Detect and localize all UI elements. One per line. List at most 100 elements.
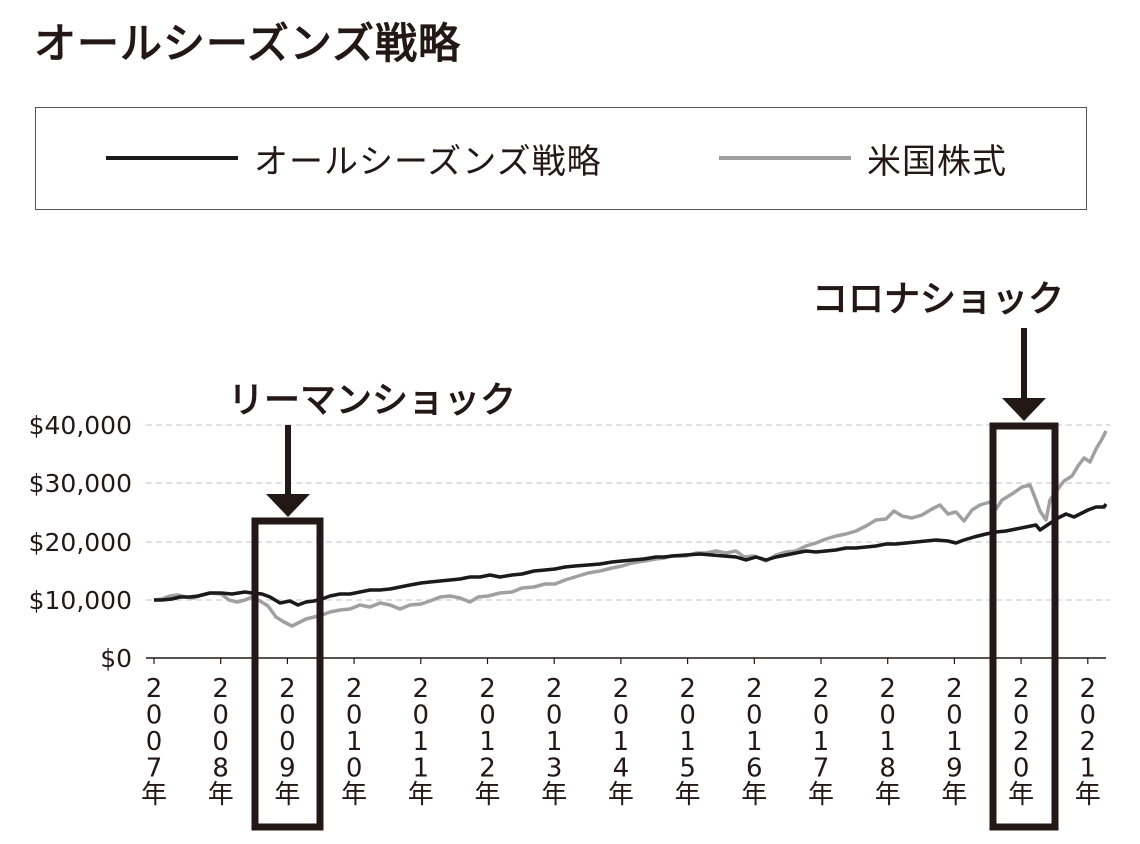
- x-tick-label: 2: [346, 674, 363, 704]
- x-tick-label: 0: [1013, 701, 1030, 731]
- x-tick-label: 1: [746, 727, 763, 757]
- arrow-down-icon: [1002, 398, 1046, 421]
- chart-legend: オールシーズンズ戦略 米国株式: [35, 107, 1087, 210]
- x-tick-label: 1: [879, 727, 896, 757]
- x-tick-label: 0: [146, 727, 163, 757]
- x-tick-label: 0: [279, 727, 296, 757]
- x-tick-label: 年: [1008, 780, 1034, 810]
- lehman-shock-annotation: リーマンショック: [228, 380, 516, 831]
- x-tick-label: 8: [212, 754, 229, 784]
- x-tick-label: 1: [1080, 754, 1097, 784]
- y-tick-label: $20,000: [29, 528, 132, 557]
- x-tick-label: 年: [474, 780, 500, 810]
- x-tick-label: 0: [146, 701, 163, 731]
- x-tick-label: 2: [1080, 727, 1097, 757]
- x-tick-label: 9: [279, 754, 296, 784]
- x-tick-label: 0: [346, 701, 363, 731]
- x-tick-label: 0: [1013, 754, 1030, 784]
- y-tick-label: $40,000: [29, 411, 132, 440]
- x-tick-label: 0: [813, 701, 830, 731]
- x-tick-label: 2: [879, 674, 896, 704]
- legend-item-all-seasons: オールシーズンズ戦略: [106, 108, 602, 208]
- x-tick-label: 年: [141, 780, 167, 810]
- x-tick-label: 年: [341, 780, 367, 810]
- x-tick-label: 1: [479, 727, 496, 757]
- x-tick-label: 0: [212, 701, 229, 731]
- x-tick-label: 7: [146, 754, 163, 784]
- highlight-box: [251, 517, 324, 831]
- x-tick-label: 1: [813, 727, 830, 757]
- x-tick-label: 年: [208, 780, 234, 810]
- all-seasons-strategy-line: [154, 503, 1108, 607]
- x-tick-label: 2: [946, 674, 963, 704]
- x-tick-label: 1: [613, 727, 630, 757]
- x-tick-label: 1: [346, 727, 363, 757]
- x-tick-label: 8: [879, 754, 896, 784]
- x-tick-label: 年: [608, 780, 634, 810]
- x-tick-label: 2: [1013, 727, 1030, 757]
- x-tick-label: 年: [541, 780, 567, 810]
- legend-swatch-black-line-icon: [106, 156, 238, 160]
- x-tick-label: 年: [941, 780, 967, 810]
- x-axis-ticks: 2007年2008年2009年2010年2011年2012年2013年2014年…: [141, 658, 1101, 810]
- x-tick-label: 7: [813, 754, 830, 784]
- x-tick-label: 1: [546, 727, 563, 757]
- x-tick-label: 2: [613, 674, 630, 704]
- x-tick-label: 年: [274, 780, 300, 810]
- y-tick-label: $0: [100, 644, 132, 673]
- x-tick-label: 2: [212, 674, 229, 704]
- x-tick-label: 2: [746, 674, 763, 704]
- legend-swatch-gray-line-icon: [719, 156, 851, 160]
- legend-item-us-stocks: 米国株式: [719, 108, 1007, 208]
- x-tick-label: 9: [946, 754, 963, 784]
- x-tick-label: 6: [746, 754, 763, 784]
- y-tick-label: $30,000: [29, 469, 132, 498]
- x-tick-label: 0: [546, 701, 563, 731]
- x-tick-label: 5: [679, 754, 696, 784]
- x-tick-label: 2: [413, 674, 430, 704]
- x-tick-label: 1: [946, 727, 963, 757]
- y-axis-labels: $0 $10,000 $20,000 $30,000 $40,000: [29, 411, 132, 673]
- x-tick-label: 0: [279, 701, 296, 731]
- x-tick-label: 2: [813, 674, 830, 704]
- y-tick-label: $10,000: [29, 586, 132, 615]
- arrow-down-icon: [266, 494, 310, 517]
- x-tick-label: 2: [479, 754, 496, 784]
- x-tick-label: 0: [946, 701, 963, 731]
- x-tick-label: 年: [675, 780, 701, 810]
- x-tick-label: 1: [679, 727, 696, 757]
- x-tick-label: 3: [546, 754, 563, 784]
- x-tick-label: 0: [212, 727, 229, 757]
- x-tick-label: 2: [479, 674, 496, 704]
- x-tick-label: 0: [1080, 701, 1097, 731]
- x-tick-label: 0: [679, 701, 696, 731]
- annotation-label: リーマンショック: [228, 380, 516, 421]
- x-tick-label: 0: [746, 701, 763, 731]
- legend-label: 米国株式: [867, 141, 1007, 182]
- x-tick-label: 年: [741, 780, 767, 810]
- x-tick-label: 1: [413, 727, 430, 757]
- x-tick-label: 2: [546, 674, 563, 704]
- x-tick-label: 2: [1080, 674, 1097, 704]
- x-tick-label: 年: [1075, 780, 1101, 810]
- x-tick-label: 2: [279, 674, 296, 704]
- x-tick-label: 2: [146, 674, 163, 704]
- x-tick-label: 年: [808, 780, 834, 810]
- legend-label: オールシーズンズ戦略: [254, 141, 602, 182]
- x-tick-label: 0: [479, 701, 496, 731]
- x-tick-label: 年: [875, 780, 901, 810]
- us-stocks-line: [153, 430, 1108, 628]
- x-tick-label: 0: [613, 701, 630, 731]
- x-tick-label: 0: [413, 701, 430, 731]
- x-tick-label: 1: [413, 754, 430, 784]
- highlight-box: [989, 422, 1059, 831]
- page-title: オールシーズンズ戦略: [34, 19, 462, 68]
- x-tick-label: 0: [879, 701, 896, 731]
- x-tick-label: 2: [679, 674, 696, 704]
- corona-shock-annotation: コロナショック: [812, 279, 1064, 831]
- annotation-label: コロナショック: [812, 279, 1064, 320]
- x-tick-label: 0: [346, 754, 363, 784]
- x-tick-label: 年: [408, 780, 434, 810]
- x-tick-label: 4: [613, 754, 630, 784]
